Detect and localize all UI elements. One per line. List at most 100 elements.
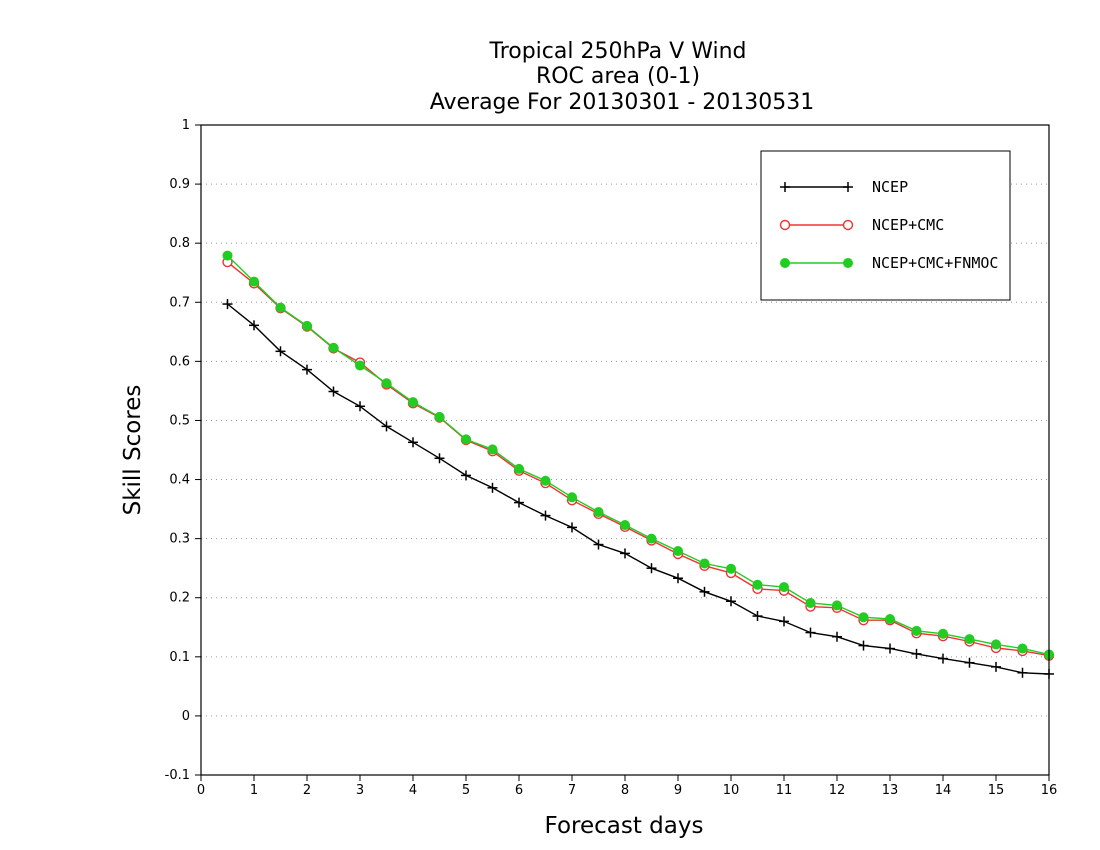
data-point xyxy=(302,364,312,375)
data-point xyxy=(620,520,630,531)
data-point xyxy=(540,510,551,521)
data-point xyxy=(381,421,392,432)
data-point xyxy=(461,434,471,445)
data-point xyxy=(461,470,471,481)
data-point xyxy=(540,475,551,486)
data-point xyxy=(911,648,922,659)
data-point xyxy=(487,482,498,493)
x-tick-label: 13 xyxy=(882,783,899,798)
x-tick-label: 3 xyxy=(356,783,364,798)
x-tick-label: 5 xyxy=(462,783,470,798)
y-tick-label: 0.9 xyxy=(169,177,190,192)
plot-frame xyxy=(200,124,1050,776)
data-point xyxy=(991,661,1001,672)
title-line-3: Average For 20130301 - 20130531 xyxy=(430,90,815,115)
series-ncep-cmc-fnmoc xyxy=(222,250,1054,660)
series-ncep-cmc xyxy=(222,256,1055,661)
legend-items: NCEP NCEP+CMC NCEP+CMC+FNMOC xyxy=(779,178,998,272)
data-point xyxy=(779,582,789,593)
data-point xyxy=(780,182,790,192)
x-tick-label: 8 xyxy=(621,783,629,798)
data-point xyxy=(832,631,842,642)
data-point xyxy=(302,320,312,331)
data-point xyxy=(1017,667,1028,678)
y-tick-label: 0.2 xyxy=(169,591,190,606)
y-tick-label: 0.1 xyxy=(169,650,190,665)
series-line xyxy=(227,255,1050,656)
y-tick-label: 0.5 xyxy=(169,413,190,428)
data-point xyxy=(275,346,286,357)
data-point xyxy=(593,539,604,550)
data-point xyxy=(964,657,975,668)
data-point xyxy=(938,653,948,664)
data-point xyxy=(249,276,259,287)
x-tick-label: 10 xyxy=(723,783,740,798)
y-tick-label: 0.3 xyxy=(169,532,190,547)
data-point xyxy=(779,219,791,231)
data-point xyxy=(222,250,233,261)
data-point xyxy=(434,453,445,464)
data-point xyxy=(434,411,445,422)
x-tick-label: 0 xyxy=(197,783,205,798)
legend-label: NCEP+CMC+FNMOC xyxy=(872,254,998,272)
data-point xyxy=(222,299,233,310)
data-point xyxy=(938,628,948,639)
x-tick-label: 14 xyxy=(935,783,952,798)
data-point xyxy=(843,182,853,192)
data-point xyxy=(780,258,790,268)
legend-label: NCEP+CMC xyxy=(872,216,944,234)
data-point xyxy=(514,497,524,508)
legend-item: NCEP+CMC+FNMOC xyxy=(780,254,998,272)
axes: -0.100.10.20.30.40.50.60.70.80.910 1 2 3 4 5 6… xyxy=(165,118,1058,798)
data-point xyxy=(646,563,657,574)
data-point xyxy=(673,546,683,557)
data-point xyxy=(752,579,763,590)
title-line-2: ROC area (0-1) xyxy=(536,64,700,89)
data-point xyxy=(328,342,339,353)
data-point xyxy=(1017,643,1028,654)
data-point xyxy=(275,302,286,313)
data-point xyxy=(885,643,895,654)
data-point xyxy=(514,463,524,474)
data-point xyxy=(567,522,577,533)
x-tick-label: 12 xyxy=(829,783,846,798)
legend: NCEP NCEP+CMC NCEP+CMC+FNMOC xyxy=(760,150,1011,301)
y-tick-label: 0.4 xyxy=(169,473,190,488)
x-tick-label: 2 xyxy=(303,783,311,798)
data-point xyxy=(842,219,854,231)
data-point xyxy=(726,563,736,574)
data-point xyxy=(991,639,1001,650)
data-point xyxy=(843,258,853,268)
y-tick-label: 1 xyxy=(182,118,190,133)
legend-item: NCEP+CMC xyxy=(779,216,944,234)
data-point xyxy=(699,586,710,597)
x-tick-label: 6 xyxy=(515,783,523,798)
data-point xyxy=(885,614,895,624)
data-point xyxy=(832,600,842,611)
data-point xyxy=(620,548,630,559)
data-point xyxy=(805,598,816,609)
data-point xyxy=(726,596,736,607)
x-axis-title: Forecast days xyxy=(545,813,704,839)
x-tick-label: 16 xyxy=(1041,783,1058,798)
data-point xyxy=(328,386,339,397)
data-point xyxy=(646,533,657,544)
series-line xyxy=(227,261,1050,657)
chart-title: Tropical 250hPa V Wind ROC area (0-1) Av… xyxy=(430,39,815,115)
data-point xyxy=(911,625,922,636)
data-point xyxy=(381,378,392,389)
y-tick-label: -0.1 xyxy=(165,768,190,783)
y-tick-label: 0.8 xyxy=(169,236,190,251)
legend-item: NCEP xyxy=(780,178,908,196)
data-point xyxy=(487,444,498,455)
data-point xyxy=(249,320,259,331)
data-point xyxy=(699,558,710,569)
data-point xyxy=(567,492,577,503)
x-tick-label: 7 xyxy=(568,783,576,798)
x-tick-label: 4 xyxy=(409,783,417,798)
legend-label: NCEP xyxy=(872,178,908,196)
title-line-1: Tropical 250hPa V Wind xyxy=(488,39,746,64)
data-point xyxy=(752,611,763,622)
data-point xyxy=(858,640,869,651)
